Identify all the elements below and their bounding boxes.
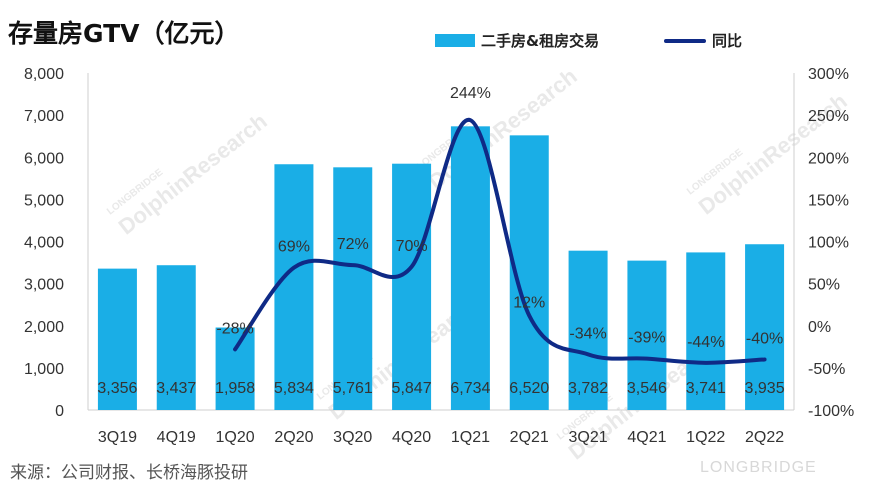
line-data-label: 70% xyxy=(396,238,428,255)
bar-data-label: 5,761 xyxy=(333,380,373,397)
y-right-tick-label: 300% xyxy=(808,66,849,83)
brand-logo: LONGBRIDGE xyxy=(700,459,817,476)
y-left-tick-label: 0 xyxy=(55,403,64,420)
watermark-line2: DolphinResearch xyxy=(114,108,272,239)
y-left-tick-label: 4,000 xyxy=(24,235,64,252)
yoy-line xyxy=(233,118,767,365)
bar xyxy=(686,252,726,410)
legend-bar: 二手房&租房交易 xyxy=(435,30,599,51)
legend-line-swatch xyxy=(664,38,706,43)
line-data-label: 12% xyxy=(513,295,545,312)
y-right-tick-label: 50% xyxy=(808,277,840,294)
line-data-label: -28% xyxy=(216,320,253,337)
bar-data-label: 3,356 xyxy=(97,380,137,397)
legend-bar-swatch xyxy=(435,34,475,47)
y-right-tick-label: -50% xyxy=(808,361,845,378)
bar xyxy=(745,244,785,410)
bar-data-label: 3,782 xyxy=(568,380,608,397)
x-tick-label: 2Q21 xyxy=(510,429,549,446)
line-data-label: -44% xyxy=(687,334,724,351)
y-left-tick-label: 6,000 xyxy=(24,150,64,167)
bar xyxy=(627,260,667,410)
y-left-tick-label: 3,000 xyxy=(24,277,64,294)
y-right-tick-label: 250% xyxy=(808,108,849,125)
x-tick-label: 2Q20 xyxy=(274,429,313,446)
legend-bar-label: 二手房&租房交易 xyxy=(481,32,600,50)
y-right-tick-label: 0% xyxy=(808,319,831,336)
x-tick-label: 1Q20 xyxy=(216,429,255,446)
legend-line: 同比 xyxy=(664,30,742,51)
line-data-label: -34% xyxy=(569,325,606,342)
bar-data-label: 5,834 xyxy=(274,380,314,397)
bar-data-label: 6,520 xyxy=(509,380,549,397)
bar xyxy=(97,268,137,410)
y-right-tick-label: 150% xyxy=(808,192,849,209)
bar-data-label: 3,935 xyxy=(745,380,785,397)
x-tick-label: 3Q21 xyxy=(569,429,608,446)
bar-data-label: 5,847 xyxy=(392,380,432,397)
line-data-label: -40% xyxy=(746,330,783,347)
watermark-line2: DolphinResearch xyxy=(424,63,582,194)
x-tick-label: 3Q20 xyxy=(333,429,372,446)
chart-title: 存量房GTV（亿元） xyxy=(8,19,240,48)
x-tick-label: 4Q20 xyxy=(392,429,431,446)
bar xyxy=(156,265,196,410)
bar xyxy=(274,164,314,410)
bar xyxy=(568,250,608,410)
bar-data-label: 1,958 xyxy=(215,380,255,397)
bar xyxy=(450,126,490,410)
x-tick-label: 2Q22 xyxy=(745,429,784,446)
y-right-tick-label: 200% xyxy=(808,150,849,167)
line-data-label: 72% xyxy=(337,236,369,253)
line-data-label: -39% xyxy=(628,330,665,347)
bar-data-label: 3,437 xyxy=(156,380,196,397)
y-left-tick-label: 2,000 xyxy=(24,319,64,336)
bar xyxy=(333,167,373,410)
bar-data-label: 3,741 xyxy=(686,380,726,397)
y-left-tick-label: 1,000 xyxy=(24,361,64,378)
y-left-tick-label: 5,000 xyxy=(24,192,64,209)
x-tick-label: 4Q21 xyxy=(627,429,666,446)
line-data-label: 244% xyxy=(450,85,491,102)
line-data-label: 69% xyxy=(278,239,310,256)
x-tick-label: 1Q21 xyxy=(451,429,490,446)
y-right-tick-label: -100% xyxy=(808,403,854,420)
x-tick-label: 4Q19 xyxy=(157,429,196,446)
y-left-tick-label: 7,000 xyxy=(24,108,64,125)
y-left-tick-label: 8,000 xyxy=(24,66,64,83)
bar-data-label: 6,734 xyxy=(450,380,490,397)
bar xyxy=(392,163,432,410)
source-note: 来源：公司财报、长桥海豚投研 xyxy=(10,463,248,483)
bar xyxy=(215,327,255,410)
x-tick-label: 3Q19 xyxy=(98,429,137,446)
x-tick-label: 1Q22 xyxy=(686,429,725,446)
y-right-tick-label: 100% xyxy=(808,235,849,252)
legend-line-label: 同比 xyxy=(712,32,743,50)
bar-data-label: 3,546 xyxy=(627,380,667,397)
